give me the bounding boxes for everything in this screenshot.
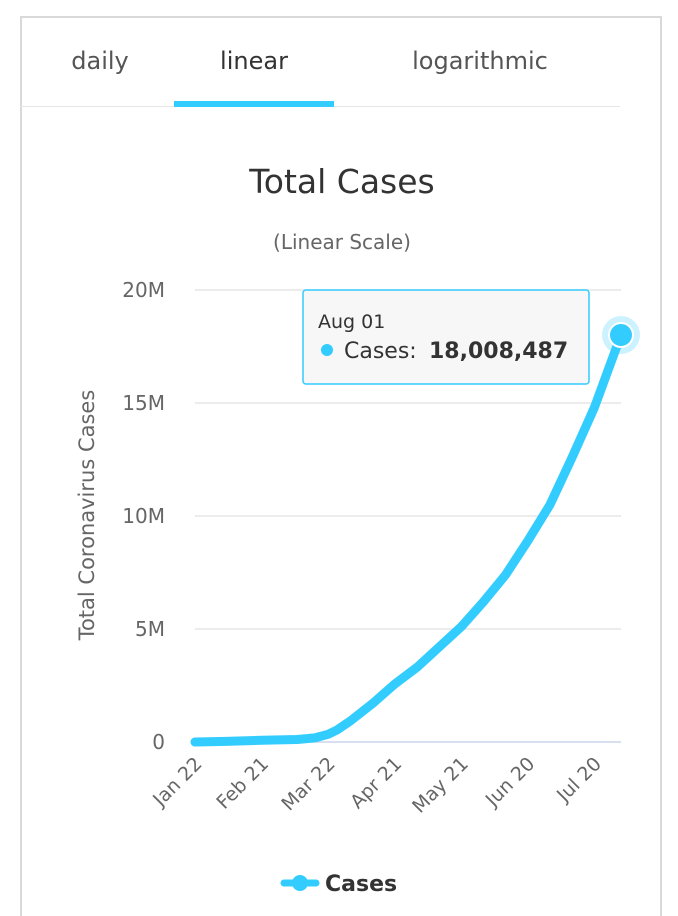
active-tab-indicator <box>174 101 334 107</box>
series-cases <box>190 316 640 747</box>
y-axis-ticks: 0 5M 10M 15M 20M <box>122 278 165 754</box>
tooltip-series-label: Cases: <box>344 339 417 364</box>
tooltip-box <box>302 289 590 385</box>
tooltip-series-marker <box>321 344 333 356</box>
y-tick-label: 15M <box>122 391 165 415</box>
tooltip-value: 18,008,487 <box>429 339 568 364</box>
x-tick-label: Apr 21 <box>346 753 406 813</box>
y-tick-label: 5M <box>135 617 165 641</box>
legend-label-cases[interactable]: Cases <box>325 872 397 897</box>
tab-logarithmic[interactable]: logarithmic <box>412 47 548 75</box>
tab-daily[interactable]: daily <box>71 47 129 75</box>
series-line-cases <box>190 330 626 747</box>
tab-linear[interactable]: linear <box>220 47 288 75</box>
x-tick-label: Jul 20 <box>552 753 606 807</box>
tooltip: Aug 01 Cases: 18,008,487 <box>302 289 590 385</box>
x-tick-label: Mar 22 <box>277 753 339 815</box>
chart-card <box>20 16 662 916</box>
y-tick-label: 10M <box>122 504 165 528</box>
legend[interactable]: Cases <box>280 872 397 897</box>
hover-point <box>608 322 634 349</box>
x-tick-label: May 21 <box>408 753 473 818</box>
x-axis-ticks: Jan 22 Feb 21 Mar 22 Apr 21 May 21 Jun 20 Jul … <box>148 753 606 818</box>
scale-tabs: daily linear logarithmic <box>20 40 620 107</box>
x-tick-label: Feb 21 <box>212 753 273 814</box>
chart-subtitle: (Linear Scale) <box>273 230 411 254</box>
y-tick-label: 20M <box>122 278 165 302</box>
y-tick-label: 0 <box>152 730 165 754</box>
chart-title: Total Cases <box>248 162 435 201</box>
legend-marker <box>292 875 308 891</box>
y-axis-label: Total Coronavirus Cases <box>75 390 99 642</box>
x-tick-label: Jun 20 <box>481 753 540 812</box>
x-tick-label: Jan 22 <box>148 753 206 811</box>
tooltip-date: Aug 01 <box>318 311 385 333</box>
